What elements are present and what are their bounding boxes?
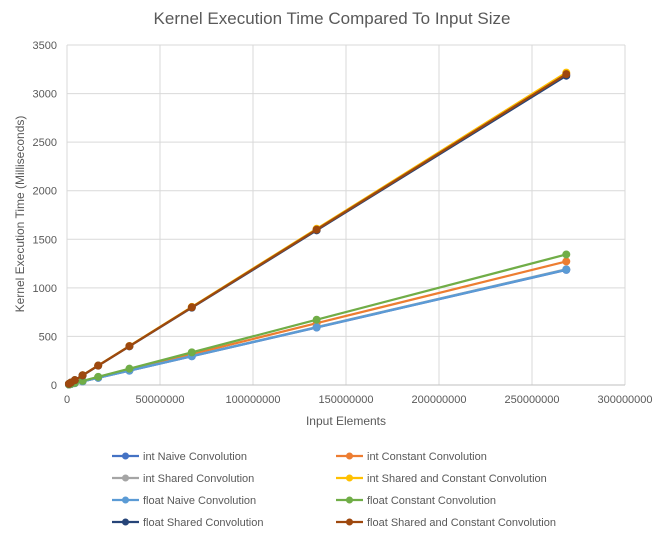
y-tick-label: 1000	[33, 283, 57, 295]
legend-marker	[122, 474, 129, 482]
x-tick-label: 100000000	[225, 394, 280, 406]
y-axis-label: Kernel Execution Time (Milliseconds)	[13, 116, 27, 313]
series-7	[64, 70, 571, 388]
y-tick-label: 3500	[33, 40, 57, 52]
series-4	[64, 265, 571, 389]
data-point	[78, 371, 87, 380]
x-tick-label: 250000000	[504, 394, 559, 406]
legend-item: int Shared and Constant Convolution	[336, 473, 547, 485]
legend-label: float Naive Convolution	[143, 495, 256, 507]
data-point	[94, 372, 103, 381]
legend-item: float Shared and Constant Convolution	[336, 517, 556, 529]
axes: 0 50000000 100000000 150000000 200000000 2500…	[33, 40, 653, 406]
x-tick-label: 150000000	[318, 394, 373, 406]
data-point	[187, 303, 196, 312]
legend-marker	[122, 496, 129, 504]
legend-label: int Shared Convolution	[143, 473, 254, 485]
data-point	[312, 315, 321, 324]
data-point	[562, 257, 571, 266]
data-point	[562, 250, 571, 259]
legend-marker	[346, 474, 353, 482]
legend-label: float Shared and Constant Convolution	[367, 517, 556, 529]
legend: int Naive Convolution int Constant Convol…	[112, 451, 556, 529]
legend-label: int Naive Convolution	[143, 451, 247, 463]
legend-marker	[346, 496, 353, 504]
x-tick-label: 300000000	[597, 394, 652, 406]
data-point	[312, 225, 321, 234]
legend-marker	[346, 518, 353, 526]
legend-label: float Constant Convolution	[367, 495, 496, 507]
legend-marker	[122, 452, 129, 460]
legend-item: int Constant Convolution	[336, 451, 487, 463]
x-tick-label: 50000000	[136, 394, 185, 406]
legend-label: int Constant Convolution	[367, 451, 487, 463]
data-point	[562, 265, 571, 274]
chart-title: Kernel Execution Time Compared To Input …	[154, 9, 511, 28]
legend-item: float Constant Convolution	[336, 495, 496, 507]
x-tick-label: 0	[64, 394, 70, 406]
y-tick-label: 1500	[33, 234, 57, 246]
data-point	[70, 376, 79, 385]
y-tick-label: 2500	[33, 137, 57, 149]
data-point	[187, 348, 196, 357]
data-point	[94, 361, 103, 370]
legend-item: int Naive Convolution	[112, 451, 247, 463]
data-point	[125, 364, 134, 373]
legend-label: float Shared Convolution	[143, 517, 263, 529]
data-point	[312, 323, 321, 332]
legend-item: float Shared Convolution	[112, 517, 263, 529]
legend-marker	[346, 452, 353, 460]
data-series	[64, 68, 571, 389]
legend-item: float Naive Convolution	[112, 495, 256, 507]
y-tick-label: 500	[39, 331, 57, 343]
legend-item: int Shared Convolution	[112, 473, 254, 485]
y-tick-label: 0	[51, 380, 57, 392]
legend-label: int Shared and Constant Convolution	[367, 473, 547, 485]
legend-marker	[122, 518, 129, 526]
y-tick-label: 3000	[33, 89, 57, 101]
data-point	[562, 70, 571, 79]
data-point	[125, 342, 134, 351]
x-tick-label: 200000000	[411, 394, 466, 406]
y-tick-label: 2000	[33, 186, 57, 198]
x-axis-label: Input Elements	[306, 414, 386, 428]
